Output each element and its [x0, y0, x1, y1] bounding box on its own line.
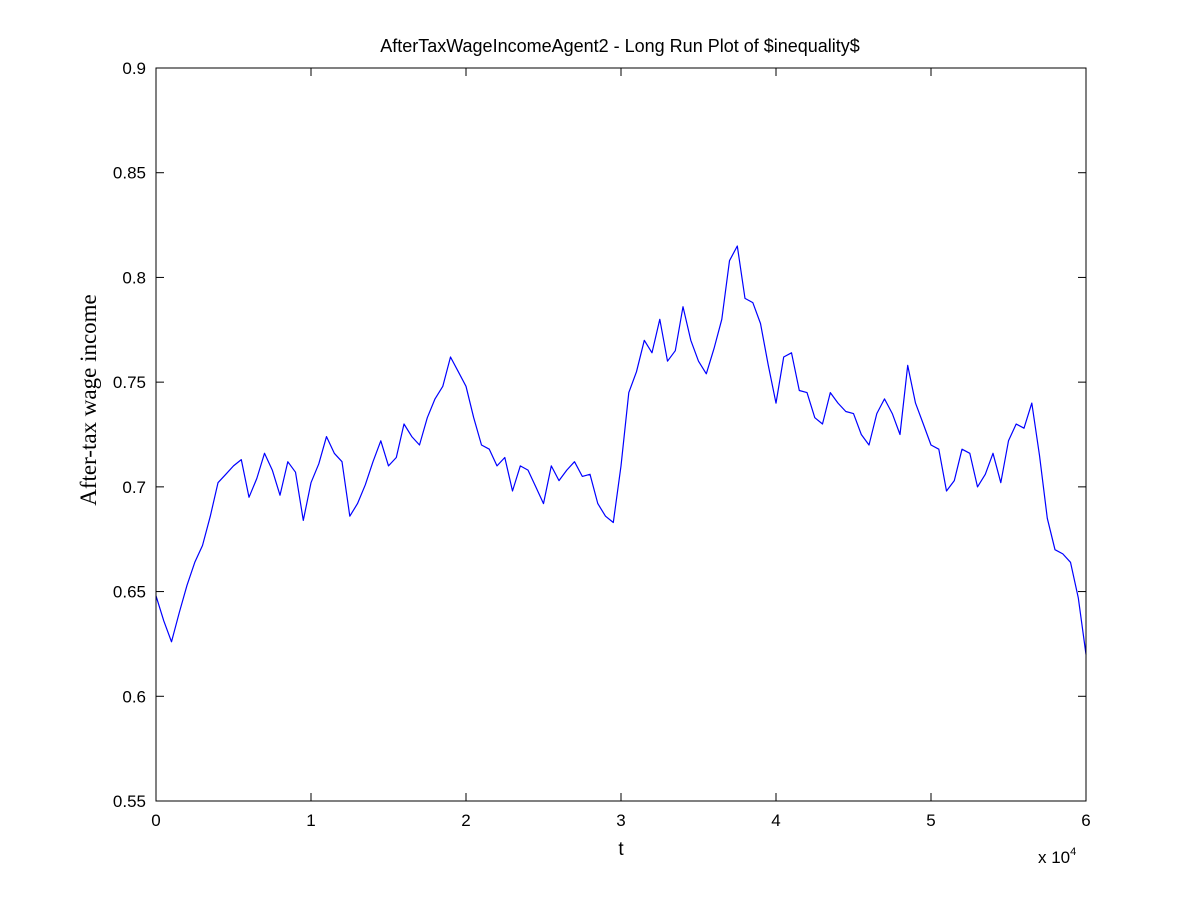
y-tick-label-0.65: 0.65	[113, 583, 146, 602]
x-tick-label-4: 4	[771, 811, 780, 830]
series-layer	[155, 245, 1087, 655]
series-line-1	[155, 245, 1087, 655]
y-axis-label: After-tax wage income	[76, 294, 101, 506]
x-axis-multiplier-exponent: 4	[1070, 846, 1076, 858]
y-tick-label-0.9: 0.9	[122, 59, 146, 78]
x-axis-multiplier: x 104	[1038, 846, 1076, 867]
y-tick-label-0.85: 0.85	[113, 164, 146, 183]
x-axis-ticks: 0 1 2 3 4 5 6	[151, 68, 1091, 830]
y-tick-label-0.75: 0.75	[113, 373, 146, 392]
x-axis-multiplier-base: x 10	[1038, 848, 1070, 867]
x-axis-label: t	[618, 839, 624, 860]
chart-title: AfterTaxWageIncomeAgent2 - Long Run Plot…	[380, 36, 860, 56]
x-tick-label-3: 3	[616, 811, 625, 830]
x-tick-label-1: 1	[306, 811, 315, 830]
y-tick-label-0.8: 0.8	[122, 268, 146, 287]
y-tick-label-0.55: 0.55	[113, 792, 146, 811]
x-tick-label-2: 2	[461, 811, 470, 830]
x-tick-label-5: 5	[926, 811, 935, 830]
y-tick-label-0.7: 0.7	[122, 478, 146, 497]
x-tick-label-6: 6	[1081, 811, 1090, 830]
y-axis-ticks: 0.55 0.6 0.65 0.7 0.75 0.8 0.85 0.9	[113, 59, 1086, 811]
plot-area	[156, 68, 1086, 801]
x-tick-label-0: 0	[151, 811, 160, 830]
y-tick-label-0.6: 0.6	[122, 687, 146, 706]
